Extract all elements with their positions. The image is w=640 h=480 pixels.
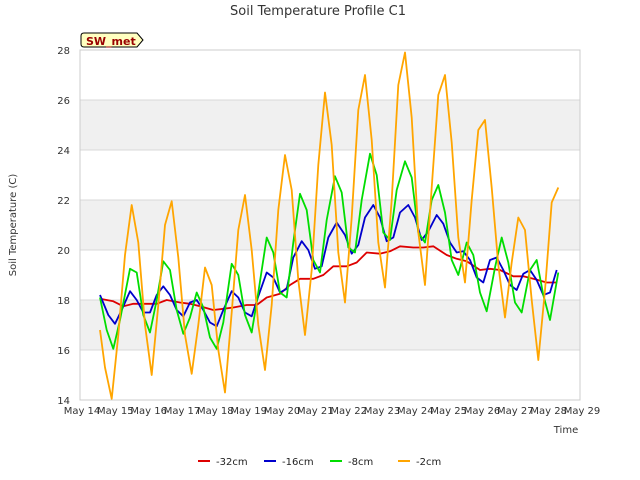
station-badge-label: SW_met — [86, 35, 136, 48]
x-tick-label: May 29 — [564, 406, 601, 417]
x-tick-label: May 19 — [230, 406, 267, 417]
plot-frame — [79, 49, 581, 401]
y-tick-label: 26 — [57, 96, 70, 107]
legend: -32cm -16cm -8cm -2cm — [198, 457, 441, 468]
x-tick-label: May 26 — [464, 406, 501, 417]
x-tick-label: May 23 — [364, 406, 401, 417]
shaded-band-0 — [80, 300, 580, 350]
y-tick-label: 14 — [57, 396, 70, 407]
x-axis-label: Time — [553, 425, 578, 436]
x-tick-label: May 15 — [97, 406, 134, 417]
x-tick-label: May 24 — [397, 406, 434, 417]
y-tick-label: 24 — [57, 146, 70, 157]
y-tick-label: 20 — [57, 246, 70, 257]
x-tick-label: May 14 — [64, 406, 101, 417]
x-tick-label: May 27 — [497, 406, 534, 417]
station-badge: SW_met — [80, 32, 144, 48]
station-badge-box — [80, 32, 144, 48]
legend-label-0: -32cm — [216, 457, 248, 468]
y-axis-ticks: 14 16 18 20 22 24 26 28 — [57, 46, 70, 407]
y-tick-label: 22 — [57, 196, 70, 207]
x-tick-label: May 20 — [264, 406, 301, 417]
x-tick-label: May 17 — [164, 406, 201, 417]
series-line-2 — [99, 152, 560, 350]
x-tick-label: May 18 — [197, 406, 234, 417]
shaded-band-1 — [80, 200, 580, 250]
chart-title: Soil Temperature Profile C1 — [230, 4, 406, 19]
legend-label-1: -16cm — [282, 457, 314, 468]
x-tick-label: May 16 — [130, 406, 167, 417]
shaded-bands — [80, 100, 580, 350]
x-tick-label: May 22 — [330, 406, 367, 417]
y-tick-label: 28 — [57, 46, 70, 57]
y-axis-label: Soil Temperature (C) — [8, 174, 19, 277]
series-line-3 — [99, 51, 560, 400]
x-tick-label: May 25 — [430, 406, 467, 417]
legend-label-3: -2cm — [416, 457, 441, 468]
series-lines — [99, 51, 560, 400]
legend-label-2: -8cm — [348, 457, 373, 468]
y-tick-label: 18 — [57, 296, 70, 307]
x-tick-label: May 21 — [297, 406, 334, 417]
y-tick-label: 16 — [57, 346, 70, 357]
x-tick-label: May 28 — [530, 406, 567, 417]
series-line-0 — [99, 245, 557, 311]
